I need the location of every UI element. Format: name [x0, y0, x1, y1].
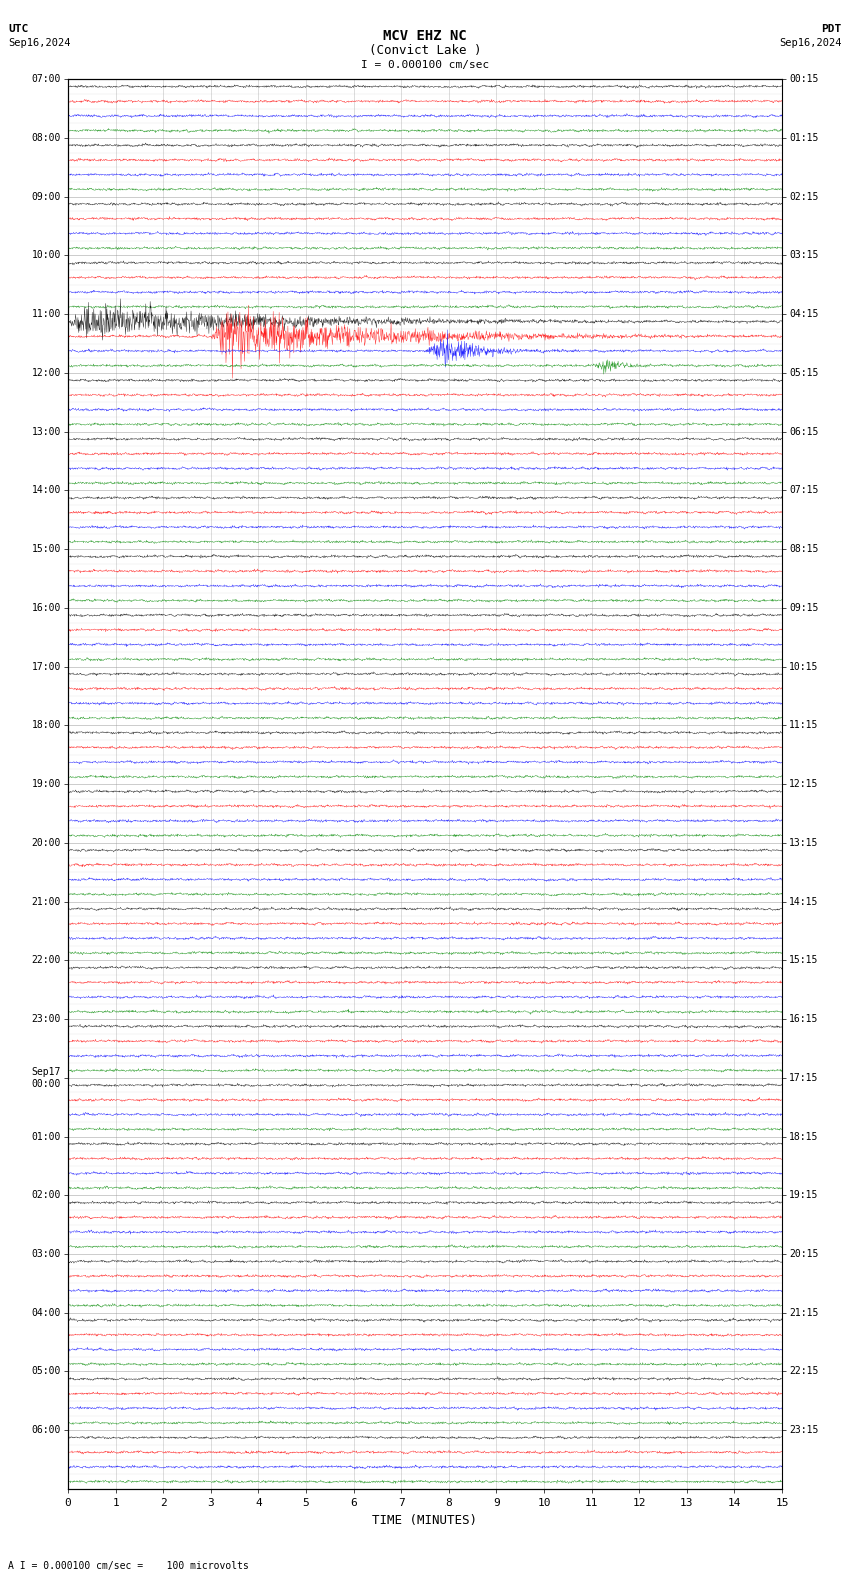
- Text: (Convict Lake ): (Convict Lake ): [369, 44, 481, 57]
- Text: Sep16,2024: Sep16,2024: [8, 38, 71, 48]
- Text: PDT: PDT: [821, 24, 842, 33]
- Text: Sep16,2024: Sep16,2024: [779, 38, 842, 48]
- Text: UTC: UTC: [8, 24, 29, 33]
- Text: I = 0.000100 cm/sec: I = 0.000100 cm/sec: [361, 60, 489, 70]
- Text: MCV EHZ NC: MCV EHZ NC: [383, 29, 467, 43]
- X-axis label: TIME (MINUTES): TIME (MINUTES): [372, 1514, 478, 1527]
- Text: A I = 0.000100 cm/sec =    100 microvolts: A I = 0.000100 cm/sec = 100 microvolts: [8, 1562, 249, 1571]
